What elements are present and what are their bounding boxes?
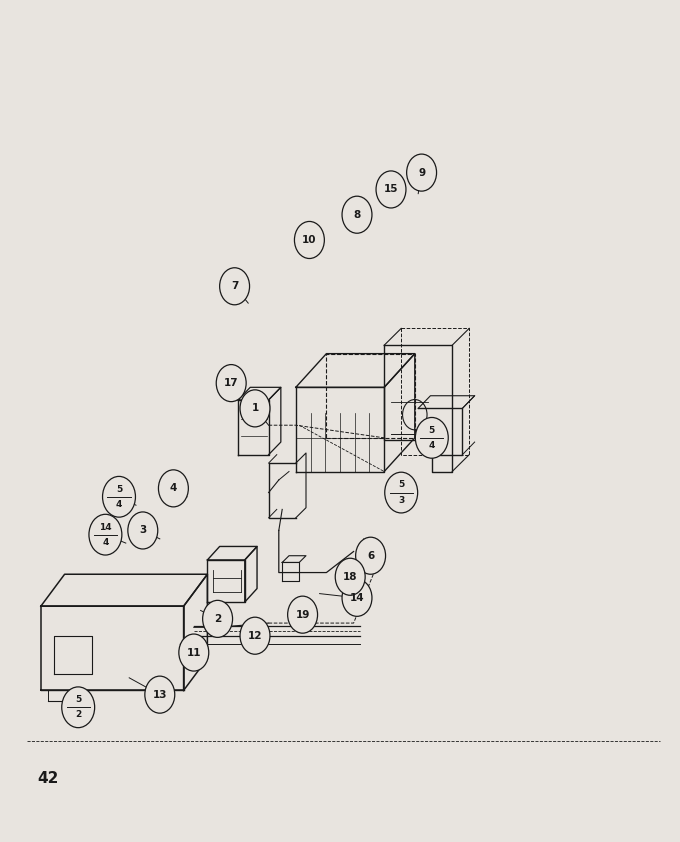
Text: 5: 5	[428, 426, 435, 434]
Text: 2: 2	[214, 614, 221, 624]
Text: 11: 11	[186, 647, 201, 658]
Circle shape	[294, 221, 324, 258]
Circle shape	[203, 600, 233, 637]
Text: 4: 4	[116, 500, 122, 509]
Circle shape	[145, 676, 175, 713]
Circle shape	[62, 687, 95, 727]
Circle shape	[240, 617, 270, 654]
Text: 13: 13	[152, 690, 167, 700]
Text: 6: 6	[367, 551, 374, 561]
Circle shape	[103, 477, 135, 517]
Text: 5: 5	[398, 481, 405, 489]
Text: 2: 2	[75, 711, 82, 719]
Circle shape	[216, 365, 246, 402]
Circle shape	[415, 418, 448, 458]
Circle shape	[407, 154, 437, 191]
Text: 12: 12	[248, 631, 262, 641]
Text: 5: 5	[116, 485, 122, 493]
Text: 18: 18	[343, 572, 358, 582]
Circle shape	[158, 470, 188, 507]
Text: 9: 9	[418, 168, 425, 178]
Circle shape	[240, 390, 270, 427]
Text: 10: 10	[302, 235, 317, 245]
Text: 14: 14	[350, 593, 364, 603]
Text: 42: 42	[37, 771, 58, 786]
Text: 5: 5	[75, 695, 82, 704]
Circle shape	[220, 268, 250, 305]
Circle shape	[335, 558, 365, 595]
Text: 3: 3	[398, 496, 405, 504]
Text: 1: 1	[252, 403, 258, 413]
Circle shape	[356, 537, 386, 574]
Circle shape	[128, 512, 158, 549]
Text: 4: 4	[428, 441, 435, 450]
Text: 4: 4	[102, 538, 109, 546]
Circle shape	[179, 634, 209, 671]
Text: 3: 3	[139, 525, 146, 536]
Circle shape	[288, 596, 318, 633]
Circle shape	[385, 472, 418, 513]
Text: 19: 19	[295, 610, 310, 620]
Text: 8: 8	[354, 210, 360, 220]
Text: 7: 7	[231, 281, 238, 291]
Circle shape	[89, 514, 122, 555]
Text: 4: 4	[170, 483, 177, 493]
Text: 15: 15	[384, 184, 398, 195]
Circle shape	[342, 196, 372, 233]
Text: 14: 14	[99, 523, 112, 531]
Circle shape	[376, 171, 406, 208]
Circle shape	[342, 579, 372, 616]
Text: 17: 17	[224, 378, 239, 388]
